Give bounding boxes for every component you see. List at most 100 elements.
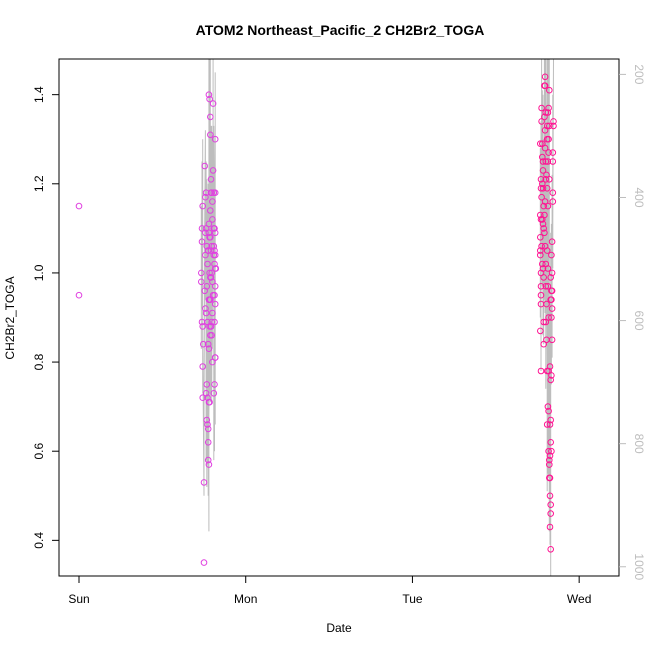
data-point	[537, 234, 544, 241]
data-point	[548, 251, 555, 259]
data-point	[539, 260, 546, 268]
profile-line	[539, 59, 554, 576]
data-point	[546, 452, 554, 460]
y-tick-label: 0.8	[32, 353, 46, 370]
data-point	[548, 314, 555, 321]
data-point	[546, 461, 553, 468]
data-point	[547, 501, 555, 509]
right-tick-label: 1000	[632, 553, 646, 580]
data-point	[547, 274, 555, 281]
data-point	[75, 202, 83, 210]
data-point	[543, 300, 550, 308]
data-point	[199, 323, 206, 330]
y-axis-label: CH2Br2_TOGA	[3, 276, 17, 359]
data-point	[202, 229, 209, 237]
data-point	[211, 189, 219, 196]
data-point	[540, 202, 548, 210]
data-point	[204, 456, 212, 464]
data-point	[541, 82, 549, 89]
data-point	[545, 314, 552, 321]
data-point	[200, 340, 207, 348]
y-tick-label: 0.4	[32, 532, 46, 549]
data-point	[199, 394, 206, 402]
data-point	[542, 283, 550, 290]
plot-frame	[58, 58, 620, 577]
data-point	[548, 336, 556, 344]
data-point	[75, 291, 83, 299]
data-point	[207, 176, 215, 183]
data-point	[537, 185, 545, 192]
data-point	[549, 158, 557, 165]
data-point	[208, 332, 215, 339]
data-point	[539, 220, 547, 228]
data-point	[209, 100, 217, 107]
chart-title: ATOM2 Northeast_Pacific_2 CH2Br2_TOGA	[196, 22, 485, 38]
data-point	[204, 425, 212, 433]
data-point	[537, 140, 544, 147]
data-point	[209, 198, 216, 205]
data-point	[211, 354, 219, 361]
data-point	[537, 367, 545, 375]
data-point	[541, 144, 549, 152]
data-point	[544, 202, 552, 210]
data-point	[544, 403, 552, 410]
data-point	[206, 95, 213, 103]
data-point	[211, 225, 218, 232]
data-point	[547, 510, 555, 517]
data-point	[541, 73, 549, 81]
data-point	[538, 242, 545, 250]
data-point	[204, 439, 212, 446]
data-point	[208, 269, 215, 277]
data-point	[211, 381, 218, 388]
data-point	[198, 238, 206, 245]
x-tick-label: Wed	[567, 592, 591, 606]
data-point	[198, 269, 205, 277]
data-point	[547, 376, 555, 384]
data-point	[202, 305, 209, 312]
data-point	[204, 421, 211, 428]
data-point	[211, 291, 218, 299]
x-tick-label: Sun	[68, 592, 89, 606]
data-point	[211, 229, 219, 237]
data-point	[537, 283, 545, 290]
data-point	[540, 225, 548, 232]
data-point	[546, 363, 554, 370]
data-point	[537, 251, 544, 259]
data-point	[546, 86, 553, 94]
data-point	[539, 167, 547, 174]
data-point	[546, 421, 554, 428]
data-point	[202, 390, 210, 397]
data-point	[546, 492, 554, 500]
data-point	[211, 251, 219, 259]
data-point	[547, 439, 555, 446]
data-point	[206, 398, 213, 406]
data-point	[207, 274, 215, 281]
data-point	[550, 118, 557, 125]
data-point	[203, 242, 211, 250]
right-tick-label: 200	[632, 64, 646, 84]
data-point	[203, 283, 211, 290]
data-point	[207, 234, 214, 241]
data-point	[543, 185, 551, 192]
data-point	[211, 260, 218, 268]
data-point	[549, 198, 557, 205]
points-layer	[75, 73, 557, 566]
data-point	[209, 216, 216, 223]
data-point	[199, 363, 206, 370]
data-point	[205, 220, 213, 228]
data-point	[546, 474, 554, 482]
x-tick-label: Mon	[234, 592, 257, 606]
data-point	[204, 260, 211, 268]
y-tick-label: 1.0	[32, 264, 46, 281]
data-point	[207, 207, 214, 214]
data-point	[198, 225, 206, 232]
data-point	[202, 193, 209, 201]
data-point	[537, 247, 544, 254]
data-point	[208, 318, 215, 326]
data-point	[545, 104, 552, 112]
y-tick-label: 1.4	[32, 86, 46, 103]
data-point	[541, 229, 548, 237]
data-point	[211, 247, 218, 254]
data-point	[540, 274, 548, 281]
data-point	[537, 176, 545, 183]
